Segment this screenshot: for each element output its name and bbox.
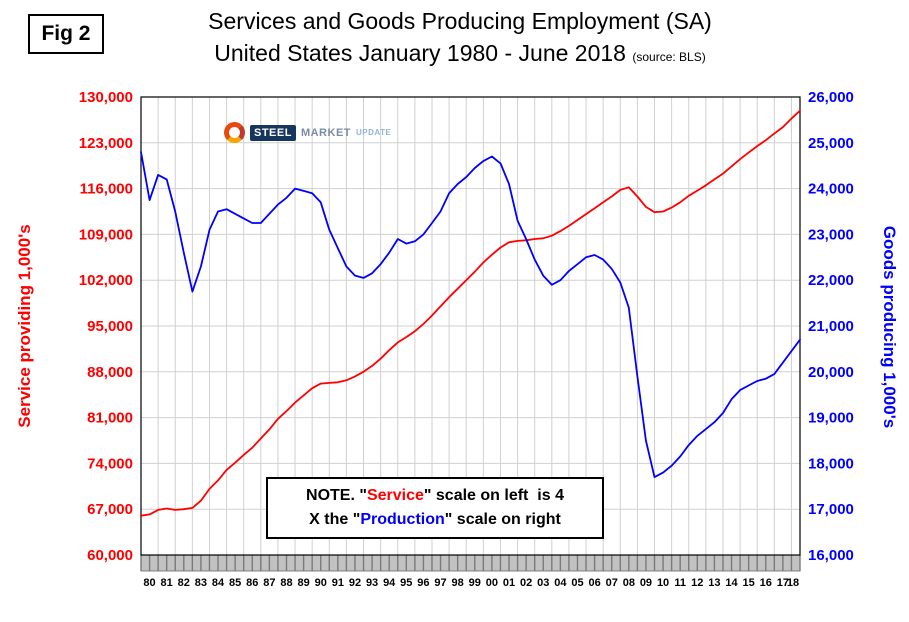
right-axis-tick-label: 20,000 bbox=[808, 364, 854, 381]
right-axis-tick-label: 24,000 bbox=[808, 181, 854, 198]
left-axis-tick-label: 60,000 bbox=[87, 547, 133, 564]
x-axis-label: 06 bbox=[588, 577, 600, 589]
x-axis-label: 86 bbox=[246, 577, 258, 589]
logo-update-text: UPDATE bbox=[356, 128, 392, 137]
x-axis-label: 80 bbox=[143, 577, 155, 589]
smu-logo: STEEL MARKET UPDATE bbox=[224, 122, 391, 143]
x-axis-label: 07 bbox=[606, 577, 618, 589]
logo-steel-text: STEEL bbox=[250, 124, 296, 141]
left-axis-tick-label: 102,000 bbox=[79, 272, 133, 289]
x-axis-label: 02 bbox=[520, 577, 532, 589]
left-axis-tick-label: 88,000 bbox=[87, 364, 133, 381]
right-axis-tick-label: 16,000 bbox=[808, 547, 854, 564]
x-axis-label: 05 bbox=[571, 577, 583, 589]
right-axis-tick-label: 22,000 bbox=[808, 272, 854, 289]
x-axis-label: 95 bbox=[400, 577, 412, 589]
x-axis-band bbox=[140, 554, 801, 572]
left-axis-title: Service providing 1,000's bbox=[15, 224, 34, 427]
x-axis-label: 93 bbox=[366, 577, 378, 589]
x-axis-label: 16 bbox=[760, 577, 772, 589]
x-axis-label: 14 bbox=[725, 577, 738, 589]
x-axis-label: 94 bbox=[383, 577, 396, 589]
x-axis-label: 04 bbox=[554, 577, 567, 589]
note-line-1: NOTE. "Service" scale on left is 4 bbox=[306, 484, 564, 508]
logo-swoosh-icon bbox=[224, 122, 245, 143]
logo-market-text: MARKET bbox=[300, 126, 352, 139]
series-line-service bbox=[140, 109, 801, 517]
left-axis-tick-label: 123,000 bbox=[79, 135, 133, 152]
left-axis-tick-label: 95,000 bbox=[87, 318, 133, 335]
x-axis-label: 98 bbox=[452, 577, 464, 589]
x-axis-label: 97 bbox=[434, 577, 446, 589]
x-axis-label: 18 bbox=[787, 577, 799, 589]
x-axis-label: 08 bbox=[623, 577, 635, 589]
source-note: (source: BLS) bbox=[632, 50, 706, 64]
chart-subtitle-text: United States January 1980 - June 2018 bbox=[214, 40, 626, 66]
x-axis-label: 13 bbox=[708, 577, 720, 589]
chart-subtitle: United States January 1980 - June 2018 (… bbox=[105, 40, 815, 67]
note-text: NOTE. " bbox=[306, 487, 367, 504]
right-axis-tick-label: 23,000 bbox=[808, 226, 854, 243]
x-axis-label: 89 bbox=[297, 577, 309, 589]
x-axis-label: 88 bbox=[280, 577, 292, 589]
plot-border bbox=[140, 96, 801, 556]
x-axis-label: 10 bbox=[657, 577, 669, 589]
right-axis-tick-label: 19,000 bbox=[808, 410, 854, 427]
note-text: " scale on left is 4 bbox=[423, 487, 564, 504]
right-axis-tick-label: 17,000 bbox=[808, 501, 854, 518]
left-axis-tick-label: 116,000 bbox=[80, 181, 133, 198]
x-axis-label: 92 bbox=[349, 577, 361, 589]
right-axis-tick-label: 18,000 bbox=[808, 455, 854, 472]
right-axis-title: Goods producing 1,000's bbox=[880, 226, 899, 428]
x-axis-label: 03 bbox=[537, 577, 549, 589]
right-axis-tick-label: 21,000 bbox=[808, 318, 854, 335]
left-axis-tick-label: 109,000 bbox=[79, 226, 133, 243]
x-axis-label: 11 bbox=[674, 577, 686, 589]
x-axis-label: 99 bbox=[469, 577, 481, 589]
x-axis-label: 09 bbox=[640, 577, 652, 589]
x-axis-label: 96 bbox=[417, 577, 429, 589]
x-axis-label: 83 bbox=[195, 577, 207, 589]
note-text: " scale on right bbox=[444, 511, 561, 528]
right-axis-tick-label: 26,000 bbox=[808, 89, 854, 106]
left-axis-tick-label: 81,000 bbox=[87, 410, 133, 427]
x-axis-label: 81 bbox=[161, 577, 173, 589]
fig-label: Fig 2 bbox=[28, 14, 104, 54]
left-axis-tick-label: 67,000 bbox=[87, 501, 133, 518]
x-axis-label: 85 bbox=[229, 577, 241, 589]
fig-label-text: Fig 2 bbox=[41, 22, 91, 45]
x-axis-label: 82 bbox=[178, 577, 190, 589]
note-box: NOTE. "Service" scale on left is 4 X the… bbox=[266, 477, 604, 539]
series-line-goods bbox=[140, 151, 801, 479]
x-axis-label: 12 bbox=[691, 577, 703, 589]
right-axis-tick-label: 25,000 bbox=[808, 135, 854, 152]
chart-header: Services and Goods Producing Employment … bbox=[105, 8, 815, 67]
note-production-word: Production bbox=[360, 511, 445, 528]
x-axis-label: 00 bbox=[486, 577, 498, 589]
chart-title: Services and Goods Producing Employment … bbox=[208, 8, 712, 34]
x-axis-label: 17 bbox=[777, 577, 789, 589]
x-axis-label: 15 bbox=[743, 577, 755, 589]
left-axis-tick-label: 130,000 bbox=[79, 89, 133, 106]
left-axis-tick-label: 74,000 bbox=[87, 455, 133, 472]
note-service-word: Service bbox=[366, 487, 424, 504]
note-text: X the " bbox=[309, 511, 361, 528]
x-axis-label: 87 bbox=[263, 577, 275, 589]
x-axis-label: 90 bbox=[315, 577, 327, 589]
note-line-2: X the "Production" scale on right bbox=[309, 508, 561, 532]
x-axis-label: 91 bbox=[332, 577, 344, 589]
x-axis-label: 01 bbox=[503, 577, 515, 589]
x-axis-label: 84 bbox=[212, 577, 225, 589]
